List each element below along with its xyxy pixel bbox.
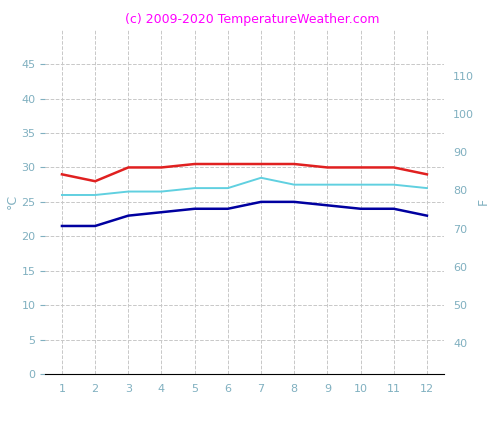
Text: (c) 2009-2020 TemperatureWeather.com: (c) 2009-2020 TemperatureWeather.com	[125, 13, 379, 26]
Y-axis label: F: F	[477, 198, 490, 205]
Y-axis label: °C: °C	[6, 194, 19, 210]
